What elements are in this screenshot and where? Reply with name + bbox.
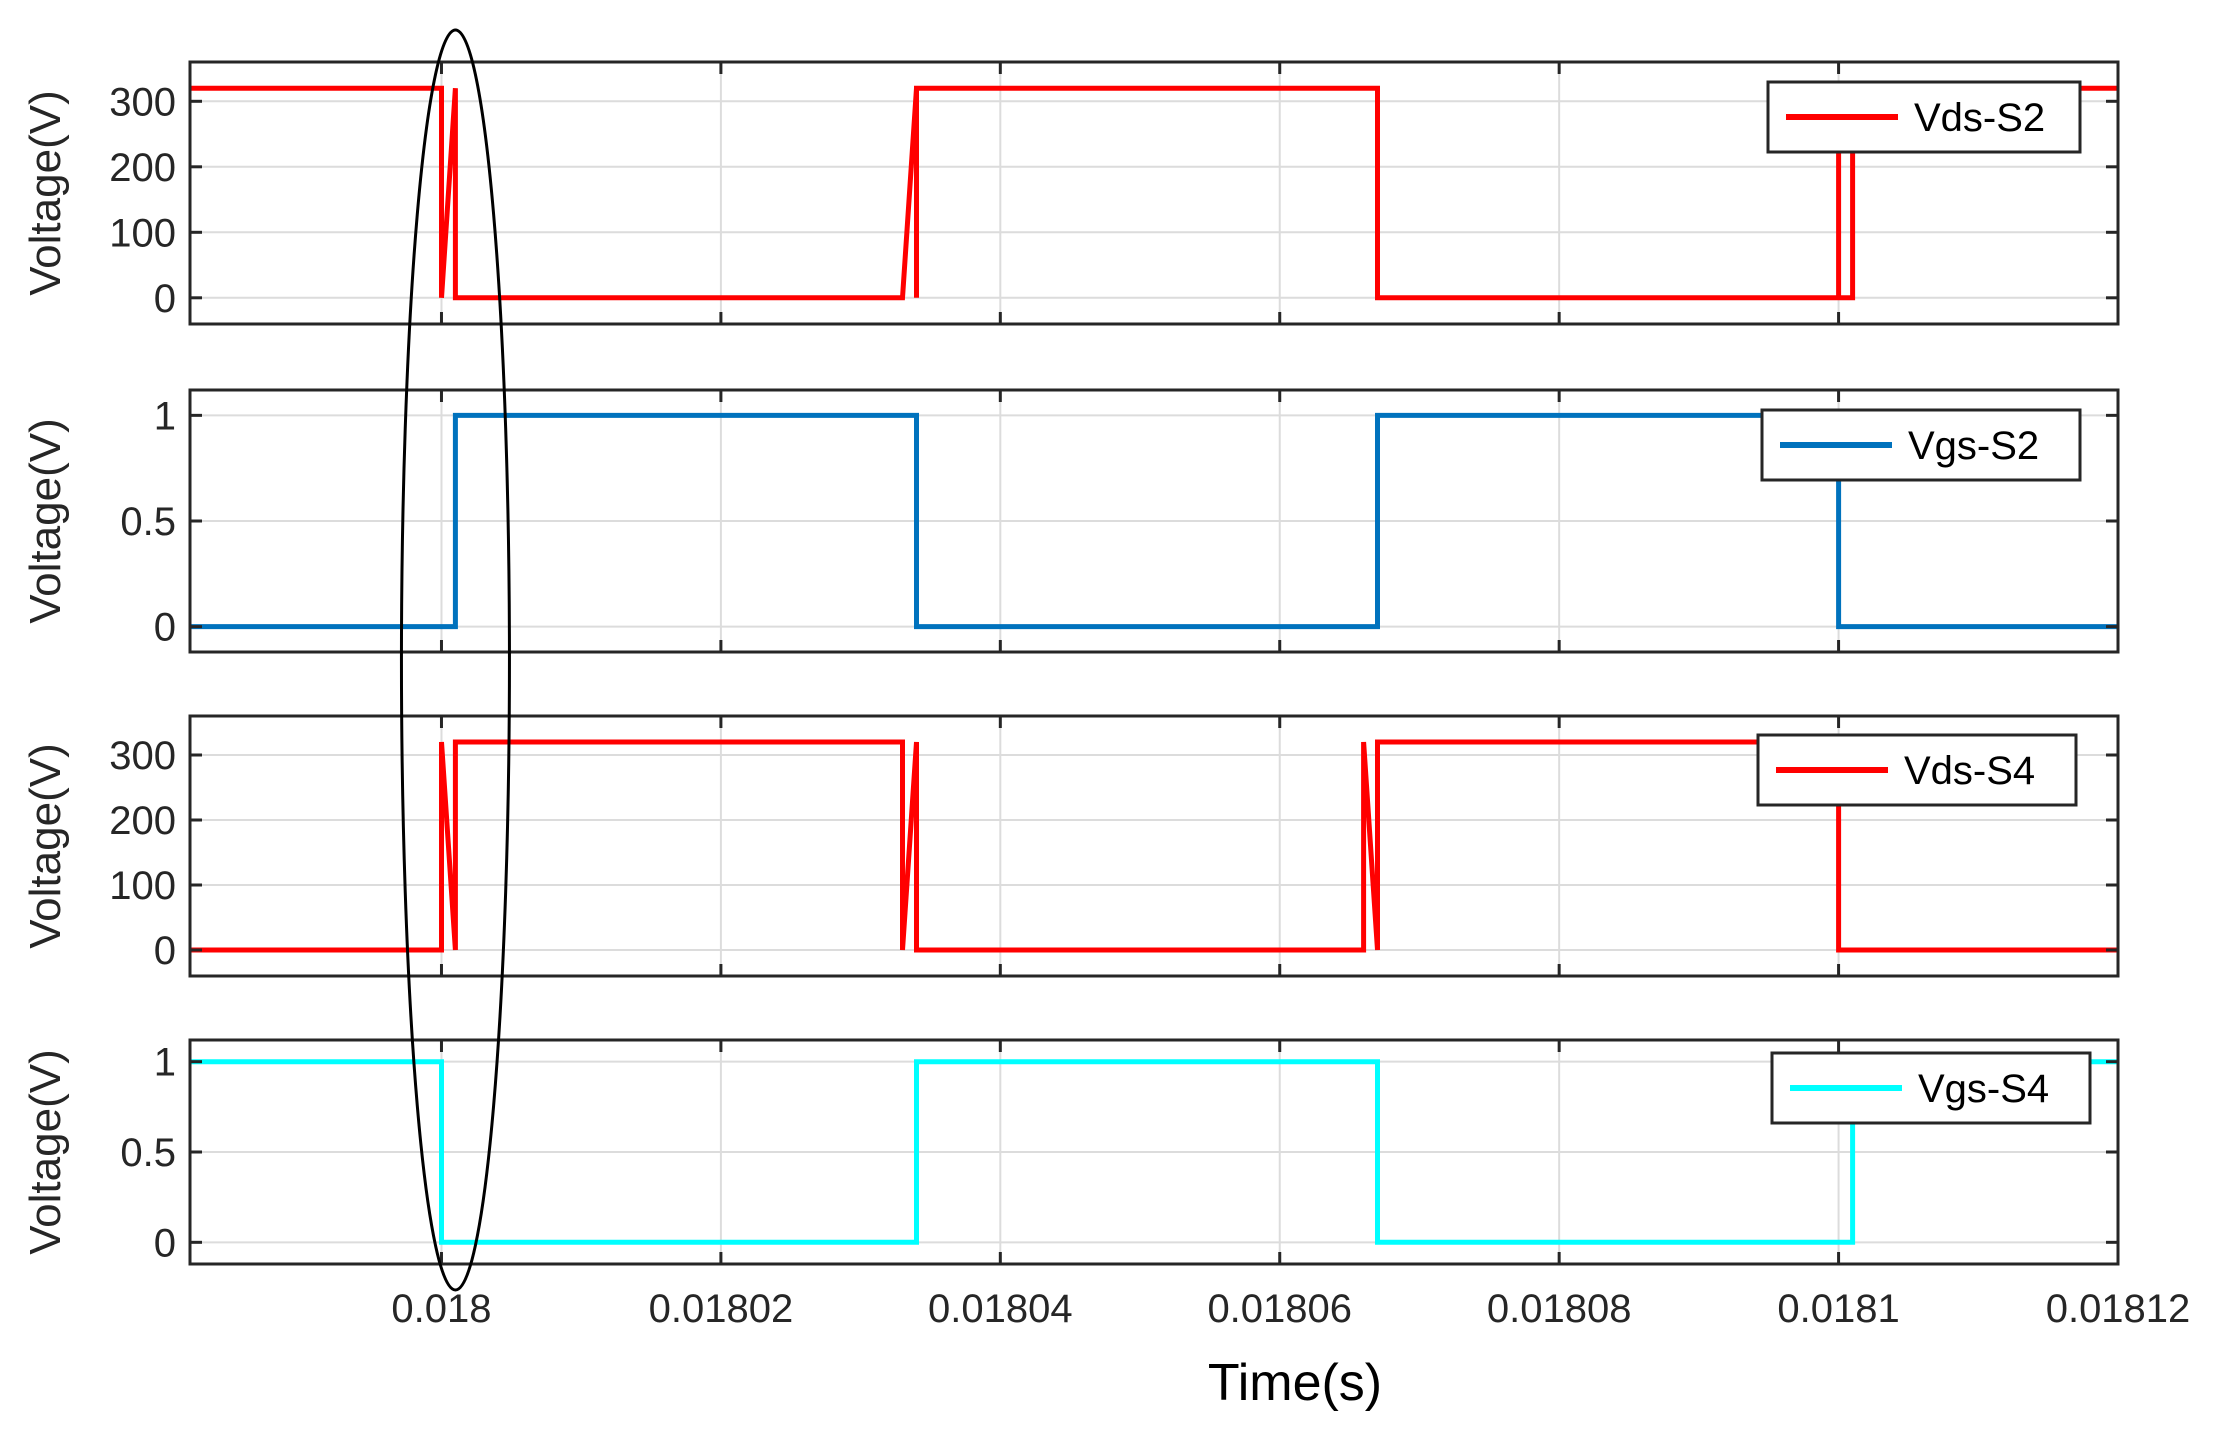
- legend: Vgs-S4: [1770, 1051, 2092, 1125]
- x-tick-label: 0.01806: [1207, 1287, 1352, 1331]
- x-axis-label: Time(s): [1208, 1354, 1382, 1412]
- y-axis-label: Voltage(V): [21, 743, 70, 948]
- axes-box: [188, 60, 2120, 326]
- x-tick-label: 0.018: [391, 1287, 491, 1331]
- y-tick-label: 200: [109, 799, 176, 843]
- legend: Vds-S2: [1766, 80, 2082, 154]
- x-tick-label: 0.01808: [1487, 1287, 1632, 1331]
- y-tick-label: 300: [109, 80, 176, 124]
- y-axis-label: Voltage(V): [21, 90, 70, 295]
- y-tick-label: 0.5: [120, 500, 176, 544]
- y-tick-label: 100: [109, 864, 176, 908]
- x-tick-label: 0.0181: [1777, 1287, 1899, 1331]
- y-tick-label: 0: [154, 606, 176, 650]
- panel-1: 0 100 200 300 Voltage(V) Vds-S2: [21, 60, 2120, 326]
- y-tick-label: 0: [154, 929, 176, 973]
- y-axis-label: Voltage(V): [21, 418, 70, 623]
- series-vgs-s2: [190, 412, 2118, 630]
- y-tick-label: 1: [154, 1041, 176, 1085]
- highlight-ellipse: [399, 28, 511, 1292]
- legend-label: Vds-S4: [1904, 749, 2035, 793]
- x-tick-label: 0.01812: [2046, 1287, 2191, 1331]
- panel-4: 0 0.5 1 Voltage(V) Vgs-S4 0.018 0.01802 0.01804…: [21, 1038, 2191, 1331]
- legend-label: Vgs-S4: [1918, 1067, 2049, 1111]
- series-vds-s2: [190, 85, 2118, 301]
- axes-box: [188, 714, 2120, 978]
- y-tick-label: 1: [154, 394, 176, 438]
- y-axis-label: Voltage(V): [21, 1049, 70, 1254]
- y-tick-label: 0: [154, 1221, 176, 1265]
- y-tick-label: 200: [109, 146, 176, 190]
- y-tick-label: 0.5: [120, 1131, 176, 1175]
- series-vgs-s4: [190, 1059, 2118, 1245]
- panel-3: 0 100 200 300 Voltage(V) Vds-S4: [21, 714, 2120, 978]
- panel-2: 0 0.5 1 Voltage(V) Vgs-S2: [21, 388, 2120, 654]
- y-tick-label: 0: [154, 277, 176, 321]
- x-tick-label: 0.01802: [649, 1287, 794, 1331]
- y-tick-label: 100: [109, 211, 176, 255]
- legend-label: Vds-S2: [1914, 96, 2045, 140]
- legend: Vds-S4: [1756, 733, 2078, 807]
- legend-label: Vgs-S2: [1908, 424, 2039, 468]
- x-tick-label: 0.01804: [928, 1287, 1073, 1331]
- legend: Vgs-S2: [1760, 408, 2082, 482]
- y-tick-label: 300: [109, 734, 176, 778]
